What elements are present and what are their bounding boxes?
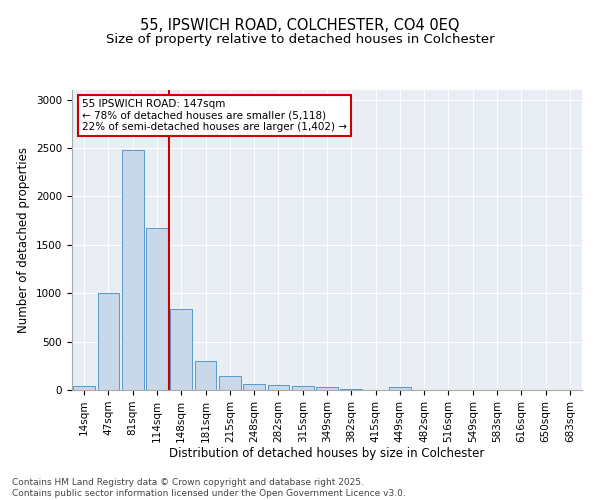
Text: Contains HM Land Registry data © Crown copyright and database right 2025.
Contai: Contains HM Land Registry data © Crown c… xyxy=(12,478,406,498)
Bar xyxy=(122,150,143,390)
Bar xyxy=(146,228,168,390)
Text: Size of property relative to detached houses in Colchester: Size of property relative to detached ho… xyxy=(106,32,494,46)
Bar xyxy=(97,292,119,390)
Bar xyxy=(292,386,314,390)
Bar xyxy=(340,389,362,390)
X-axis label: Distribution of detached houses by size in Colchester: Distribution of detached houses by size … xyxy=(169,448,485,460)
Bar xyxy=(170,308,192,390)
Bar xyxy=(389,387,411,390)
Bar xyxy=(194,361,217,390)
Bar xyxy=(243,384,265,390)
Bar xyxy=(219,376,241,390)
Text: 55 IPSWICH ROAD: 147sqm
← 78% of detached houses are smaller (5,118)
22% of semi: 55 IPSWICH ROAD: 147sqm ← 78% of detache… xyxy=(82,99,347,132)
Text: 55, IPSWICH ROAD, COLCHESTER, CO4 0EQ: 55, IPSWICH ROAD, COLCHESTER, CO4 0EQ xyxy=(140,18,460,32)
Bar xyxy=(316,387,338,390)
Y-axis label: Number of detached properties: Number of detached properties xyxy=(17,147,31,333)
Bar xyxy=(73,386,95,390)
Bar xyxy=(268,384,289,390)
